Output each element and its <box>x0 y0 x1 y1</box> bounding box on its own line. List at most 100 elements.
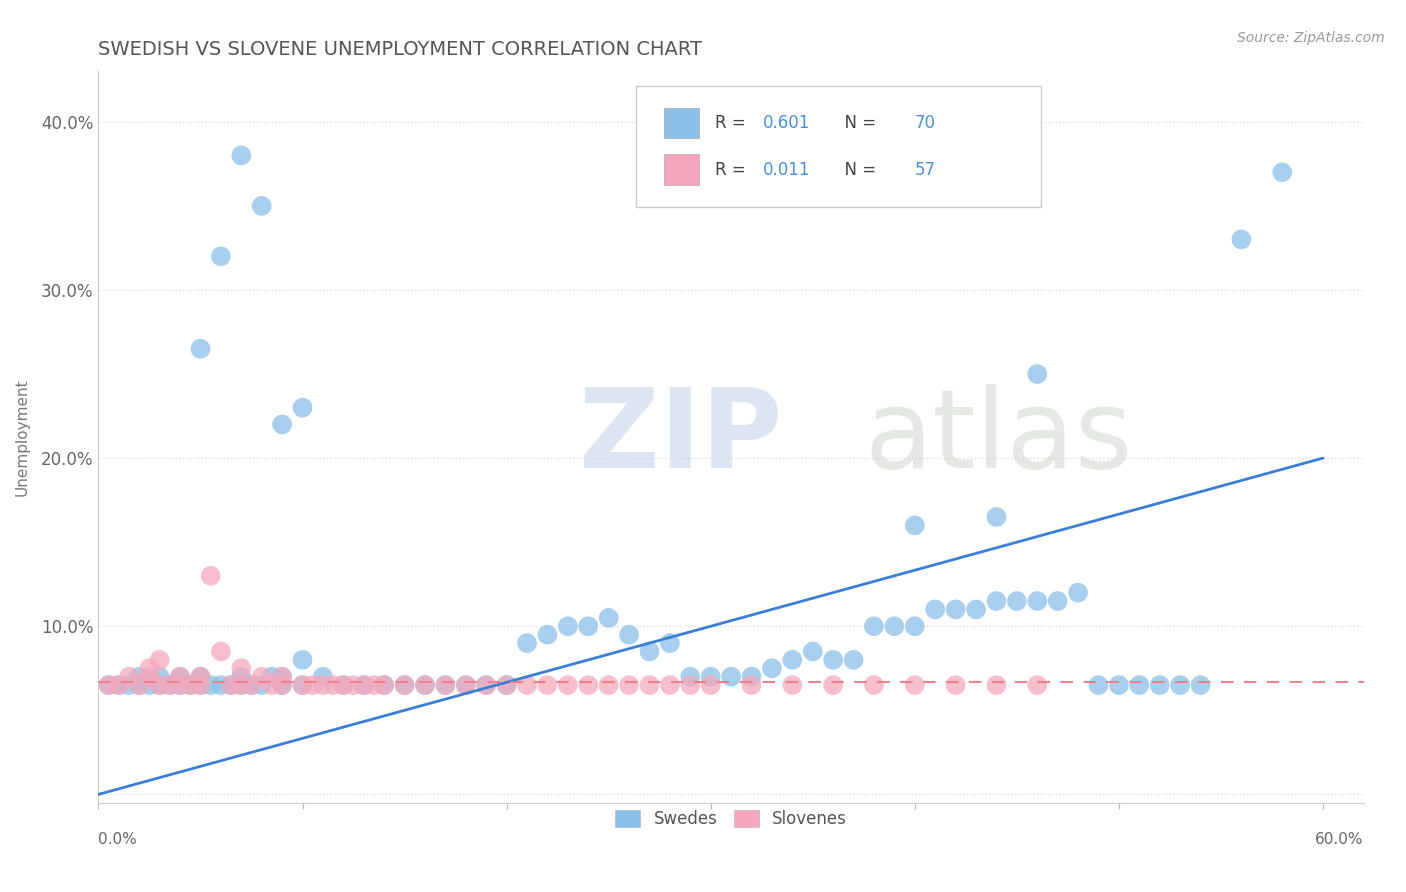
Point <box>842 653 865 667</box>
Text: 60.0%: 60.0% <box>1316 832 1364 847</box>
Point <box>373 678 395 692</box>
Point <box>1230 233 1253 247</box>
Point <box>149 678 172 692</box>
Point <box>190 670 212 684</box>
Point <box>516 678 538 692</box>
Text: 0.011: 0.011 <box>762 161 810 178</box>
Point <box>97 678 120 692</box>
Point <box>1067 585 1090 599</box>
Point <box>986 594 1008 608</box>
Text: 57: 57 <box>914 161 935 178</box>
Point <box>240 678 263 692</box>
Point <box>240 678 263 692</box>
Point <box>617 678 640 692</box>
Point <box>149 670 172 684</box>
Point <box>128 678 150 692</box>
Point <box>617 627 640 641</box>
Point <box>219 678 242 692</box>
Point <box>741 670 763 684</box>
Point <box>516 636 538 650</box>
Point <box>179 678 201 692</box>
Point <box>782 678 804 692</box>
Point <box>720 670 742 684</box>
Point <box>138 661 160 675</box>
Point <box>863 619 886 633</box>
Point <box>260 670 283 684</box>
FancyBboxPatch shape <box>664 154 699 185</box>
Point <box>598 678 620 692</box>
Point <box>986 510 1008 524</box>
Point <box>271 678 294 692</box>
Point <box>322 678 344 692</box>
Point <box>250 199 273 213</box>
Point <box>1026 367 1049 381</box>
Point <box>97 678 120 692</box>
Point <box>159 678 181 692</box>
Point <box>1026 678 1049 692</box>
Point <box>332 678 354 692</box>
Point <box>475 678 498 692</box>
Point <box>108 678 131 692</box>
FancyBboxPatch shape <box>664 108 699 138</box>
Point <box>169 670 191 684</box>
Point <box>475 678 498 692</box>
Point <box>638 644 661 658</box>
Point <box>231 678 253 692</box>
Point <box>557 678 579 692</box>
Point <box>200 569 222 583</box>
Point <box>169 670 191 684</box>
Point <box>200 678 222 692</box>
Point <box>128 670 150 684</box>
Text: 0.601: 0.601 <box>762 114 810 132</box>
Point <box>342 678 364 692</box>
Text: atlas: atlas <box>863 384 1132 491</box>
FancyBboxPatch shape <box>636 86 1040 207</box>
Point <box>1005 594 1028 608</box>
Point <box>209 249 232 263</box>
Point <box>1046 594 1069 608</box>
Point <box>658 636 681 650</box>
Point <box>413 678 436 692</box>
Point <box>353 678 375 692</box>
Text: ZIP: ZIP <box>579 384 783 491</box>
Point <box>209 644 232 658</box>
Text: R =: R = <box>714 161 751 178</box>
Point <box>1189 678 1212 692</box>
Text: N =: N = <box>834 114 882 132</box>
Point <box>250 670 273 684</box>
Point <box>699 670 721 684</box>
Text: N =: N = <box>834 161 882 178</box>
Point <box>363 678 385 692</box>
Point <box>231 678 253 692</box>
Point <box>1168 678 1191 692</box>
Point <box>741 678 763 692</box>
Point <box>495 678 517 692</box>
Point <box>1128 678 1150 692</box>
Point <box>904 518 927 533</box>
Point <box>394 678 416 692</box>
Point <box>138 670 160 684</box>
Point <box>312 678 335 692</box>
Point <box>394 678 416 692</box>
Point <box>179 678 201 692</box>
Text: SWEDISH VS SLOVENE UNEMPLOYMENT CORRELATION CHART: SWEDISH VS SLOVENE UNEMPLOYMENT CORRELAT… <box>98 39 703 59</box>
Text: R =: R = <box>714 114 751 132</box>
Point <box>904 619 927 633</box>
Point <box>231 148 253 162</box>
Point <box>1026 594 1049 608</box>
Point <box>801 644 824 658</box>
Point <box>291 678 314 692</box>
Point <box>576 619 599 633</box>
Point <box>291 653 314 667</box>
Point <box>536 627 558 641</box>
Point <box>219 678 242 692</box>
Point <box>454 678 477 692</box>
Point <box>332 678 354 692</box>
Point <box>1087 678 1109 692</box>
Point <box>149 653 172 667</box>
Point <box>986 678 1008 692</box>
Point <box>945 678 967 692</box>
Point <box>118 670 141 684</box>
Point <box>823 653 845 667</box>
Point <box>231 670 253 684</box>
